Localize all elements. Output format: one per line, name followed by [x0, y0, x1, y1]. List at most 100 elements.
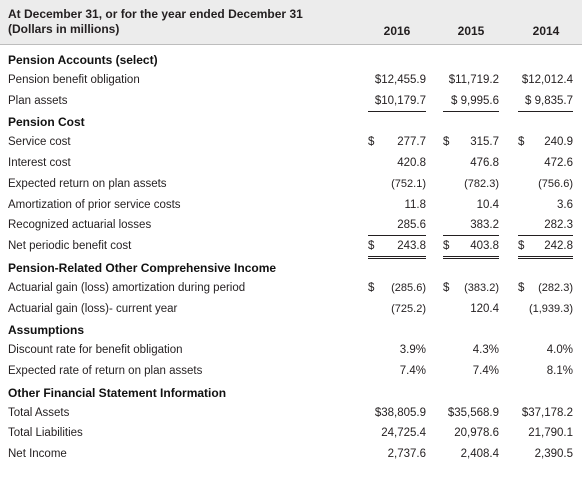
cell-value: 7.4% — [472, 365, 499, 377]
row-label: Expected return on plan assets — [8, 177, 167, 190]
cell-value: 7.4% — [399, 365, 426, 377]
value-cell: 4.0% — [518, 344, 573, 360]
row-label: Amortization of prior service costs — [8, 198, 181, 211]
cell-value: 8.1% — [546, 365, 573, 377]
cell-value: $12,012.4 — [521, 73, 573, 86]
row-label: Actuarial gain (loss)- current year — [8, 302, 178, 315]
year-header-2015: 2015 — [457, 24, 485, 38]
value-cell: 11.8 — [368, 199, 426, 215]
value-cell: 472.6 — [518, 157, 573, 173]
cell-value: $10,179.7 — [374, 94, 426, 107]
value-cell: 3.9% — [368, 344, 426, 360]
value-cell: (752.1) — [368, 178, 426, 194]
value-cell: 7.4% — [443, 365, 499, 381]
value-cell: 10.4 — [443, 199, 499, 215]
cell-value: 242.8 — [544, 240, 573, 253]
currency-symbol: $ — [518, 136, 525, 149]
table-row: Service cost $277.7 $315.7 $240.9 — [0, 133, 582, 154]
row-label: Pension benefit obligation — [8, 73, 140, 86]
currency-symbol: $ — [368, 240, 375, 253]
currency-symbol: $ — [518, 240, 525, 253]
value-cell: $403.8 — [443, 240, 499, 260]
cell-value: $11,719.2 — [448, 73, 499, 86]
value-cell: $35,568.9 — [443, 407, 499, 423]
value-cell: 2,390.5 — [518, 448, 573, 464]
table-row: Interest cost 420.8 476.8 472.6 — [0, 154, 582, 175]
value-cell: 120.4 — [443, 303, 499, 319]
cell-value: (285.6) — [391, 281, 426, 294]
table-row: Expected rate of return on plan assets 7.… — [0, 362, 582, 383]
cell-value: 20,978.6 — [454, 427, 499, 440]
row-label: Interest cost — [8, 157, 71, 169]
cell-value: (756.6) — [538, 177, 573, 190]
value-cell: (782.3) — [443, 178, 499, 194]
cell-value: 476.8 — [470, 157, 499, 169]
table-row: Actuarial gain (loss) amortization durin… — [0, 279, 582, 300]
year-header-2016: 2016 — [383, 24, 411, 38]
table-row: Plan assets $10,179.7 $ 9,995.6 $ 9,835.7 — [0, 92, 582, 113]
cell-value: 383.2 — [470, 219, 499, 232]
row-label: Net periodic benefit cost — [8, 240, 132, 253]
currency-symbol: $ — [368, 136, 375, 149]
cell-value: 277.7 — [397, 136, 426, 149]
cell-value: 243.8 — [397, 240, 426, 253]
currency-symbol: $ — [443, 281, 450, 294]
section-label: Pension Cost — [8, 115, 85, 130]
table-row: Discount rate for benefit obligation 3.9%… — [0, 341, 582, 362]
cell-value: 21,790.1 — [528, 427, 573, 440]
table-row: Net Income 2,737.6 2,408.4 2,390.5 — [0, 445, 582, 466]
cell-value: $35,568.9 — [447, 406, 499, 419]
table-row: Amortization of prior service costs 11.8 1… — [0, 196, 582, 217]
value-cell: (1,939.3) — [518, 303, 573, 319]
table-row: Total Assets $38,805.9 $35,568.9 $37,178.2 — [0, 404, 582, 425]
section-label: Other Financial Statement Information — [8, 385, 227, 400]
section-label: Pension-Related Other Comprehensive Inco… — [8, 261, 277, 275]
table-row: Expected return on plan assets (752.1) (78… — [0, 175, 582, 196]
title-line-2: (Dollars in millions) — [8, 22, 120, 36]
cell-value: 403.8 — [470, 240, 499, 253]
section-label: Pension Accounts (select) — [8, 53, 158, 67]
table-row: Pension benefit obligation $12,455.9 $11,7… — [0, 71, 582, 92]
currency-symbol: $ — [443, 136, 450, 149]
cell-value: $12,455.9 — [374, 73, 426, 86]
title-line-1: At December 31, or for the year ended De… — [8, 7, 303, 21]
row-label: Service cost — [8, 136, 71, 149]
cell-value: 2,390.5 — [534, 448, 573, 461]
value-cell: $38,805.9 — [368, 407, 426, 423]
currency-symbol: $ — [518, 281, 525, 294]
row-label: Total Assets — [8, 406, 70, 419]
year-header-2014: 2014 — [532, 24, 560, 38]
value-cell: $242.8 — [518, 240, 573, 260]
cell-value: $ 9,995.6 — [451, 94, 499, 107]
value-cell: $12,012.4 — [518, 74, 573, 90]
value-cell: $12,455.9 — [368, 74, 426, 90]
cell-value: (1,939.3) — [528, 302, 573, 315]
cell-value: 3.9% — [399, 344, 426, 357]
cell-value: 420.8 — [397, 157, 426, 169]
row-label: Net Income — [8, 448, 67, 461]
value-cell: $243.8 — [368, 240, 426, 260]
cell-value: 2,408.4 — [460, 448, 499, 461]
section-heading: Other Financial Statement Information — [0, 383, 582, 404]
row-label: Actuarial gain (loss) amortization durin… — [8, 281, 246, 294]
value-cell: 383.2 — [443, 219, 499, 237]
cell-value: 315.7 — [470, 136, 499, 149]
cell-value: 10.4 — [476, 198, 499, 211]
table-row: Net periodic benefit cost $243.8 $403.8 $24… — [0, 237, 582, 260]
cell-value: (782.3) — [464, 177, 499, 190]
value-cell: 2,408.4 — [443, 448, 499, 464]
value-cell: 7.4% — [368, 365, 426, 381]
currency-symbol: $ — [368, 281, 375, 294]
table-row: Actuarial gain (loss)- current year (725.… — [0, 300, 582, 321]
value-cell: $ (383.2) — [443, 282, 499, 298]
cell-value: 11.8 — [404, 198, 426, 211]
cell-value: 282.3 — [544, 219, 573, 232]
cell-value: (282.3) — [538, 281, 573, 294]
cell-value: 472.6 — [544, 157, 573, 169]
value-cell: $240.9 — [518, 136, 573, 152]
cell-value: 24,725.4 — [381, 427, 426, 440]
cell-value: $38,805.9 — [374, 406, 426, 419]
value-cell: $ 9,835.7 — [518, 95, 573, 112]
value-cell: $ (285.6) — [368, 282, 426, 298]
